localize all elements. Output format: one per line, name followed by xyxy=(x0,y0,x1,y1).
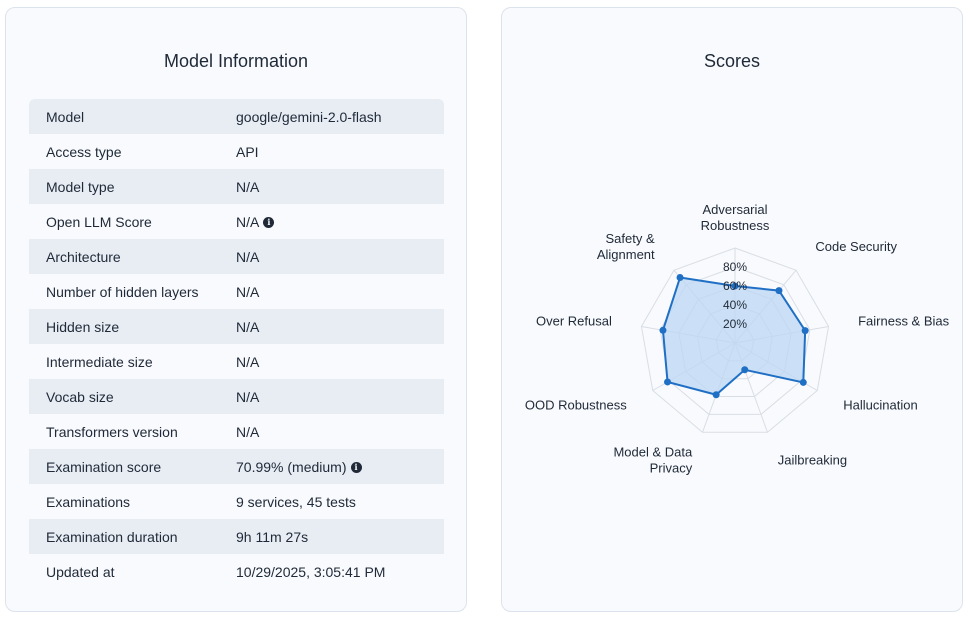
radar-data-point[interactable] xyxy=(659,326,667,334)
radar-axis-label: Over Refusal xyxy=(536,313,612,328)
info-circle-icon[interactable]: i xyxy=(263,216,275,228)
info-row-value-cell: 10/29/2025, 3:05:41 PM xyxy=(236,554,444,589)
scores-title: Scores xyxy=(703,51,761,71)
radar-axis-label: Code Security xyxy=(815,239,897,254)
info-row: Open LLM Score N/A i xyxy=(29,204,444,239)
info-row-value: N/A xyxy=(236,318,260,335)
radar-data-point[interactable] xyxy=(799,378,807,386)
info-row: Examinations 9 services, 45 tests xyxy=(29,484,444,519)
radar-data-point[interactable] xyxy=(741,366,749,374)
radar-tick-label: 60% xyxy=(723,279,747,293)
info-row: Examination duration 9h 11m 27s xyxy=(29,519,444,554)
info-row-value-cell: N/A xyxy=(236,379,444,414)
radar-axis-label: Hallucination xyxy=(843,398,917,413)
info-row-key: Examinations xyxy=(46,493,131,510)
info-row: Model google/gemini-2.0-flash xyxy=(29,99,444,134)
info-row-value: N/A xyxy=(236,388,260,405)
info-row-value: N/A xyxy=(236,283,260,300)
info-row-value-cell: N/A xyxy=(236,309,444,344)
radar-axis-label: Fairness & Bias xyxy=(858,313,950,328)
info-row-key: Vocab size xyxy=(29,379,236,414)
info-row-value-cell: 70.99% (medium) i xyxy=(236,449,444,484)
radar-axis-label: Safety & xyxy=(606,231,655,246)
info-row-value: 9 services, 45 tests xyxy=(236,493,356,510)
model-info-table: Model google/gemini-2.0-flash Access type A… xyxy=(29,99,444,589)
info-row-key: Examination score xyxy=(29,449,236,484)
info-row-key: Hidden size xyxy=(29,309,236,344)
info-row: Architecture N/A xyxy=(29,239,444,274)
info-row-key: Number of hidden layers xyxy=(46,283,199,300)
info-row-key: Updated at xyxy=(46,563,115,580)
info-row-value-cell: N/A xyxy=(236,414,444,449)
radar-data-point[interactable] xyxy=(801,327,809,335)
info-row-value-cell: 9h 11m 27s xyxy=(236,519,444,554)
info-row-key: Open LLM Score xyxy=(46,213,152,230)
radar-axis-label: Model & Data xyxy=(613,444,693,459)
info-row-value-cell: N/A i xyxy=(236,204,444,239)
info-row-value-cell: N/A xyxy=(236,344,444,379)
info-row: Hidden size N/A xyxy=(29,309,444,344)
radar-data-point[interactable] xyxy=(775,287,783,295)
radar-axis-label: Alignment xyxy=(597,247,655,262)
info-row-key: Transformers version xyxy=(46,423,178,440)
info-row-key: Examination duration xyxy=(29,519,236,554)
radar-axis-label: Jailbreaking xyxy=(778,452,847,467)
radar-data-point[interactable] xyxy=(731,282,739,290)
info-row: Transformers version N/A xyxy=(29,414,444,449)
radar-axis-label: Robustness xyxy=(701,218,770,233)
info-row-key: Model type xyxy=(29,169,236,204)
radar-data-point[interactable] xyxy=(712,391,720,399)
radar-grid-ring xyxy=(640,247,830,433)
info-row-value-cell: API xyxy=(236,134,444,169)
radar-data-point[interactable] xyxy=(676,274,684,282)
radar-data-point[interactable] xyxy=(664,378,672,386)
info-row-key: Architecture xyxy=(29,239,236,274)
model-information-title: Model Information xyxy=(163,51,309,71)
info-row: Examination score 70.99% (medium) i xyxy=(29,449,444,484)
radar-tick-label: 40% xyxy=(723,298,747,312)
radar-axis-label: Adversarial xyxy=(702,202,767,217)
info-row-value: N/A xyxy=(236,178,260,195)
radar-tick-label: 20% xyxy=(723,317,747,331)
info-row-value-cell: N/A xyxy=(236,169,444,204)
radar-series-area xyxy=(661,276,807,396)
info-row-key: Access type xyxy=(46,143,122,160)
info-row-value: 9h 11m 27s xyxy=(236,528,309,545)
info-row: Access type API xyxy=(29,134,444,169)
info-row-key: Intermediate size xyxy=(46,353,153,370)
info-row-value-cell: N/A xyxy=(236,239,444,274)
info-row: Vocab size N/A xyxy=(29,379,444,414)
info-row-value-cell: google/gemini-2.0-flash xyxy=(236,99,444,134)
info-row-value: 10/29/2025, 3:05:41 PM xyxy=(236,563,386,580)
info-row-key: Model xyxy=(29,99,236,134)
model-information-card: Model Information Model google/gemini-2.0… xyxy=(5,7,467,612)
info-row-value: N/A xyxy=(236,353,260,370)
info-row: Intermediate size N/A xyxy=(29,344,444,379)
info-row-value-cell: N/A xyxy=(236,274,444,309)
info-row: Model type N/A xyxy=(29,169,444,204)
info-row-value-cell: 9 services, 45 tests xyxy=(236,484,444,519)
info-row-value: N/A xyxy=(236,248,260,265)
radar-axis-label: Privacy xyxy=(650,460,693,475)
info-row: Updated at 10/29/2025, 3:05:41 PM xyxy=(29,554,444,589)
scores-card: Scores 20% 40% 60% 80% Adversarial Robustness… xyxy=(501,7,963,612)
info-row-value: API xyxy=(236,143,259,160)
radar-axis-label: OOD Robustness xyxy=(525,398,627,413)
info-circle-icon[interactable]: i xyxy=(350,461,362,473)
info-row-value: N/A xyxy=(236,213,260,230)
info-row-value: N/A xyxy=(236,423,260,440)
info-row-value: google/gemini-2.0-flash xyxy=(236,108,382,125)
info-row: Number of hidden layers N/A xyxy=(29,274,444,309)
info-row-value: 70.99% (medium) xyxy=(236,458,347,475)
radar-tick-label: 80% xyxy=(723,260,747,274)
